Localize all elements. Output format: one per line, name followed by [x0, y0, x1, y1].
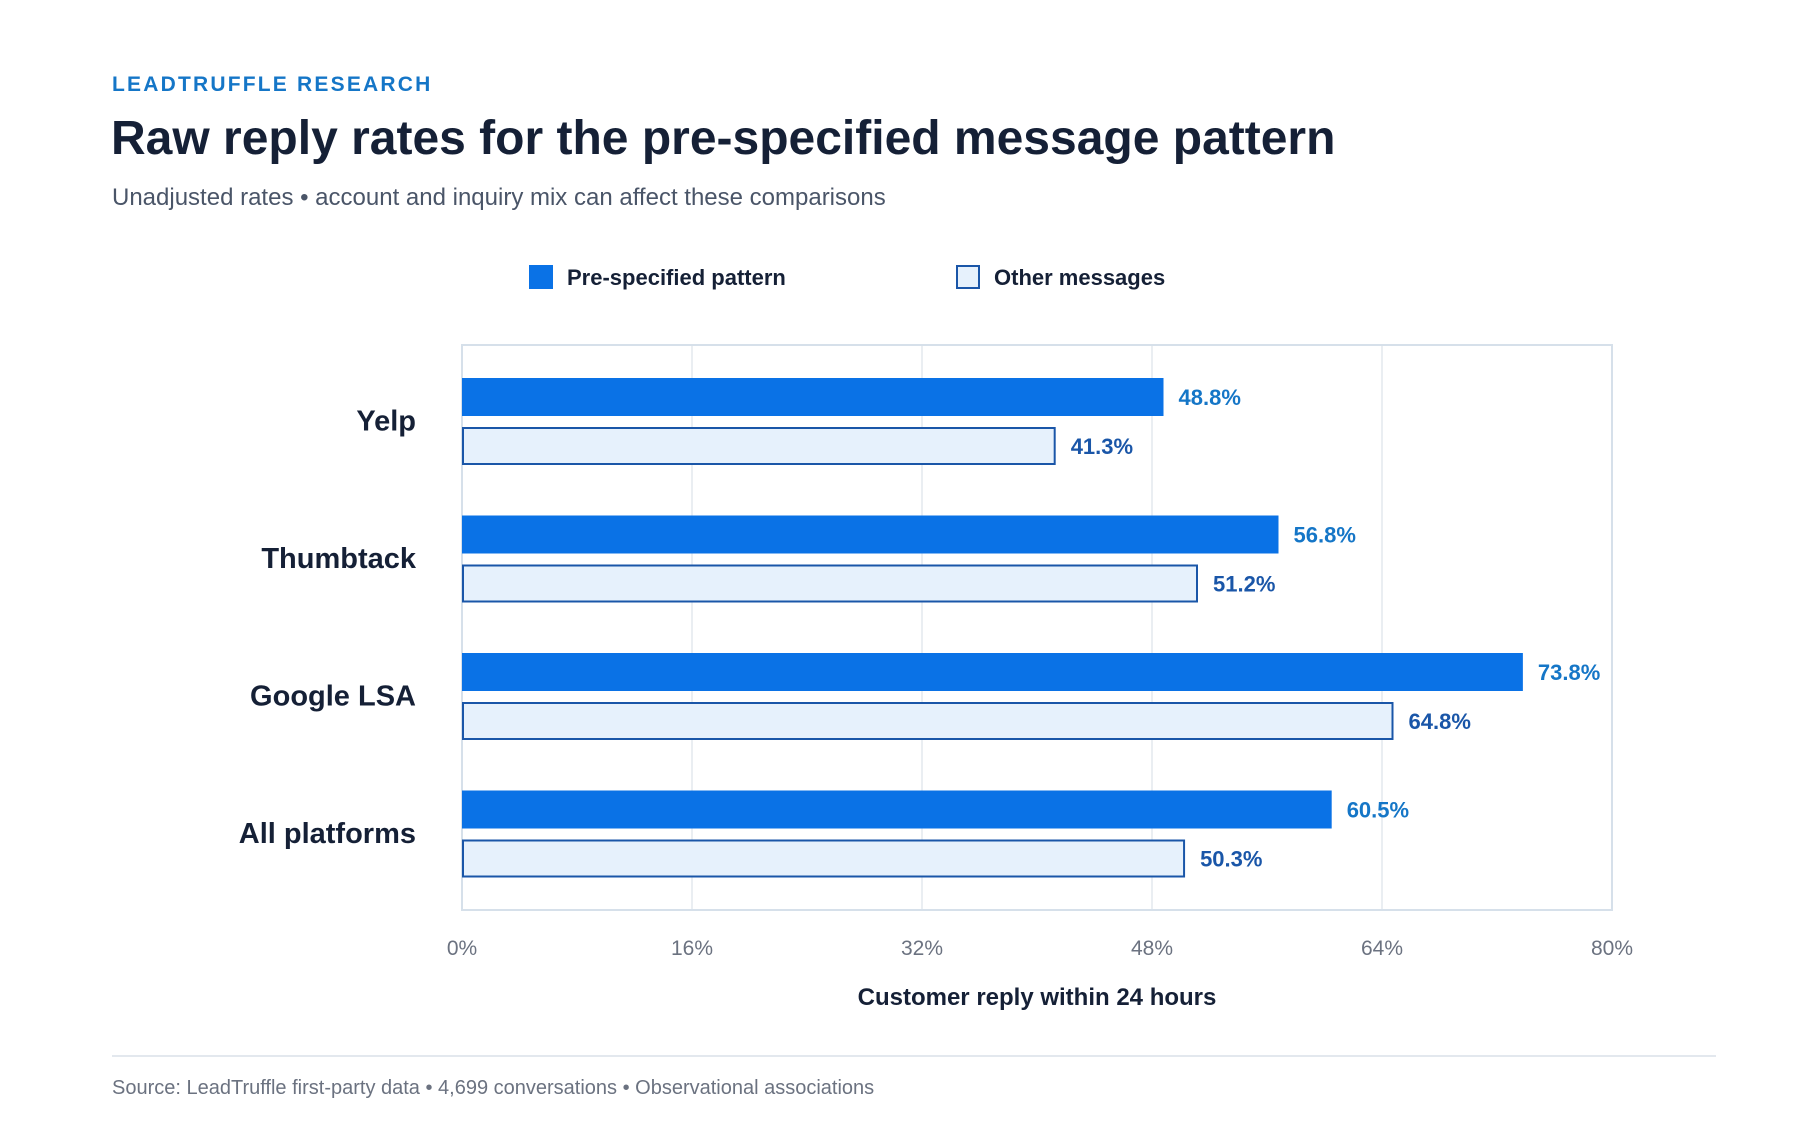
data-label: 48.8% — [1179, 385, 1241, 410]
x-tick-label: 64% — [1361, 937, 1403, 960]
data-label: 56.8% — [1294, 523, 1356, 548]
x-tick-label: 0% — [447, 937, 477, 960]
source-note: Source: LeadTruffle first-party data • 4… — [112, 1077, 875, 1099]
x-tick-label: 80% — [1591, 937, 1633, 960]
data-label: 60.5% — [1347, 798, 1409, 823]
x-tick-label: 48% — [1131, 937, 1173, 960]
chart-subtitle: Unadjusted rates • account and inquiry m… — [112, 184, 886, 211]
x-tick-label: 16% — [671, 937, 713, 960]
bar-pre-specified — [462, 790, 1332, 829]
data-label: 73.8% — [1538, 660, 1600, 685]
legend-label: Pre-specified pattern — [567, 265, 786, 290]
chart-title: Raw reply rates for the pre-specified me… — [111, 112, 1336, 165]
legend-swatch — [529, 265, 553, 289]
bar-other-messages — [462, 564, 1198, 603]
bar-other-messages — [462, 702, 1394, 740]
plot-frame — [461, 344, 1613, 911]
legend-label: Other messages — [994, 265, 1165, 290]
category-label: Thumbtack — [261, 543, 417, 575]
bar-other-messages — [462, 839, 1186, 878]
bar-pre-specified — [462, 653, 1523, 691]
category-label: Google LSA — [250, 681, 416, 713]
bar-pre-specified — [462, 378, 1164, 416]
data-label: 50.3% — [1200, 847, 1262, 872]
category-label: All platforms — [239, 818, 416, 850]
data-label: 64.8% — [1409, 709, 1471, 734]
data-label: 51.2% — [1213, 572, 1275, 597]
x-axis-title: Customer reply within 24 hours — [858, 984, 1217, 1011]
legend-swatch — [956, 265, 980, 289]
bar-pre-specified — [462, 515, 1279, 554]
data-label: 41.3% — [1071, 434, 1133, 459]
x-tick-label: 32% — [901, 937, 943, 960]
eyebrow-label: LEADTRUFFLE RESEARCH — [112, 73, 433, 96]
bar-other-messages — [462, 427, 1056, 465]
category-label: Yelp — [356, 406, 416, 438]
footer-divider — [112, 1055, 1716, 1057]
